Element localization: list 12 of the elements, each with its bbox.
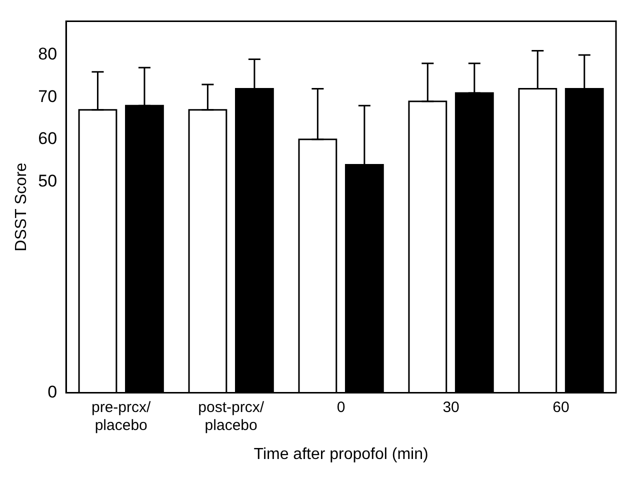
x-tick-label: 30 — [442, 398, 460, 416]
x-tick-label: 60 — [552, 398, 570, 416]
x-tick-label: 0 — [336, 398, 346, 416]
y-tick-label: 60 — [38, 129, 58, 148]
x-tick-label: post-prcx/ placebo — [198, 398, 265, 434]
y-tick-label: 80 — [38, 44, 58, 64]
x-axis-title: Time after propofol (min) — [254, 446, 428, 463]
y-tick-label: 50 — [38, 171, 58, 190]
y-tick-label: 0 — [48, 382, 58, 402]
y-tick-label: 70 — [38, 86, 58, 106]
x-tick-label: pre-prcx/ placebo — [92, 398, 152, 434]
y-axis-title: DSST Score — [13, 162, 30, 252]
